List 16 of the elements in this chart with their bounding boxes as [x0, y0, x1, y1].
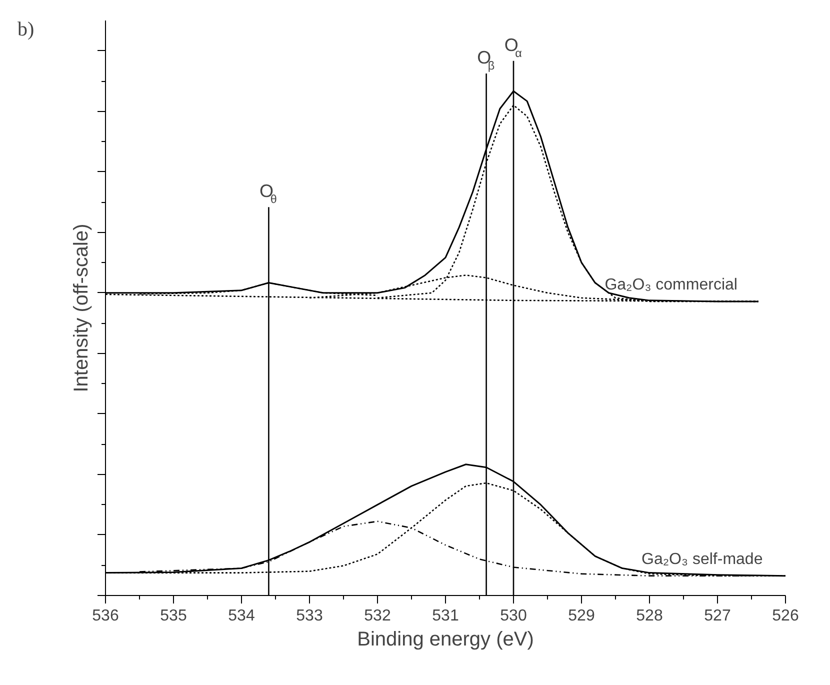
series-label: Ga₂O₃ commercial — [604, 276, 738, 294]
x-tick-label: 533 — [296, 608, 323, 624]
x-axis-title: Binding energy (eV) — [357, 628, 534, 650]
x-tick-label: 531 — [432, 608, 459, 624]
x-tick-label: 534 — [228, 608, 255, 624]
series-label: Ga₂O₃ self-made — [642, 550, 763, 568]
chart-title: b) — [18, 18, 34, 40]
x-tick-label: 532 — [364, 608, 391, 624]
y-axis-title: Intensity (off-scale) — [70, 224, 92, 392]
x-tick-label: 535 — [160, 608, 187, 624]
x-tick-label: 536 — [92, 608, 119, 624]
x-tick-label: 528 — [636, 608, 663, 624]
x-tick-label: 527 — [704, 608, 731, 624]
x-tick-label: 529 — [568, 608, 595, 624]
x-tick-label: 530 — [500, 608, 527, 624]
x-tick-label: 526 — [772, 608, 799, 624]
